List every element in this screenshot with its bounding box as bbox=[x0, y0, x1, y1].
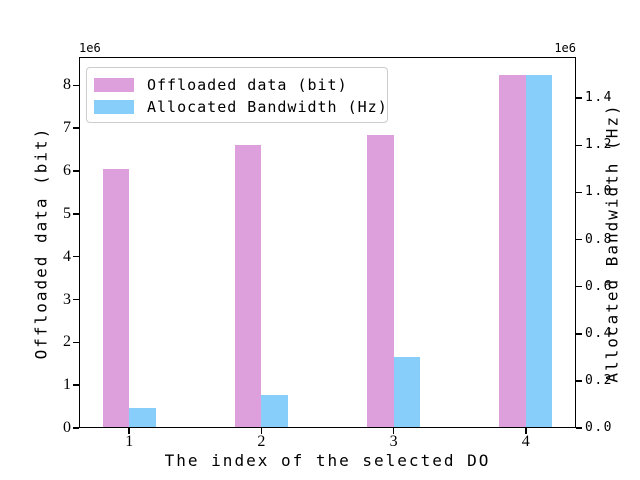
right-tick-mark bbox=[576, 144, 582, 147]
left-tick-label: 7 bbox=[63, 119, 71, 137]
left-tick-mark bbox=[73, 170, 79, 172]
right-tick-mark bbox=[576, 427, 582, 429]
legend-swatch-offloaded-data bbox=[94, 78, 134, 92]
x-tick-label: 2 bbox=[257, 433, 266, 450]
left-tick-mark bbox=[73, 213, 79, 215]
right-tick-label: 1.2 bbox=[585, 137, 613, 153]
bar-offloaded-data-4 bbox=[499, 74, 526, 428]
right-tick-label: 0.0 bbox=[585, 420, 613, 435]
right-axis-offset-text: 1e6 bbox=[554, 41, 576, 55]
bar-allocated-bandwidth-1 bbox=[129, 408, 156, 428]
legend-swatch-allocated-bandwidth bbox=[94, 100, 134, 114]
plot-area bbox=[79, 57, 576, 428]
left-tick-mark bbox=[73, 127, 79, 129]
bar-offloaded-data-3 bbox=[367, 134, 394, 428]
x-axis-label: The index of the selected DO bbox=[164, 451, 491, 470]
left-tick-label: 5 bbox=[63, 204, 71, 222]
left-tick-mark bbox=[73, 298, 79, 301]
right-tick-mark bbox=[576, 238, 582, 241]
x-tick-label: 4 bbox=[521, 433, 530, 450]
right-tick-label: 0.8 bbox=[585, 231, 613, 247]
bar-allocated-bandwidth-3 bbox=[393, 357, 420, 428]
bar-allocated-bandwidth-4 bbox=[525, 74, 553, 428]
right-tick-label: 1.4 bbox=[585, 90, 613, 106]
left-tick-label: 2 bbox=[63, 333, 71, 351]
right-tick-label: 0.2 bbox=[585, 372, 613, 388]
right-y-axis-label: Allocated Bandwidth (Hz) bbox=[602, 103, 622, 383]
bar-offloaded-data-2 bbox=[235, 145, 262, 428]
left-tick-mark bbox=[73, 427, 79, 429]
left-tick-mark bbox=[73, 384, 79, 386]
left-tick-label: 3 bbox=[63, 290, 71, 308]
left-tick-label: 1 bbox=[63, 376, 71, 394]
right-tick-mark bbox=[576, 191, 582, 194]
x-tick-mark bbox=[525, 428, 527, 434]
left-tick-label: 6 bbox=[63, 162, 71, 180]
x-tick-mark bbox=[260, 428, 263, 434]
x-tick-mark bbox=[128, 428, 130, 434]
right-tick-label: 0.4 bbox=[585, 325, 613, 341]
x-tick-label: 3 bbox=[389, 433, 398, 450]
left-tick-label: 0 bbox=[63, 419, 71, 436]
right-tick-mark bbox=[576, 380, 582, 382]
legend-label: Allocated Bandwidth (Hz) bbox=[147, 98, 388, 116]
left-y-axis-label: Offloaded data (bit) bbox=[31, 126, 51, 360]
x-tick-mark bbox=[392, 428, 395, 434]
left-tick-mark bbox=[73, 341, 79, 344]
legend-label: Offloaded data (bit) bbox=[147, 76, 348, 94]
left-tick-mark bbox=[73, 84, 79, 87]
right-tick-mark bbox=[576, 285, 582, 288]
left-axis-offset-text: 1e6 bbox=[79, 41, 101, 55]
left-tick-label: 4 bbox=[63, 247, 71, 265]
right-tick-label: 0.6 bbox=[585, 278, 613, 294]
legend-entry: Allocated Bandwidth (Hz) bbox=[87, 96, 387, 118]
left-tick-mark bbox=[73, 255, 79, 258]
right-tick-mark bbox=[576, 333, 582, 335]
bar-allocated-bandwidth-2 bbox=[261, 395, 288, 428]
bar-offloaded-data-1 bbox=[102, 168, 130, 428]
left-tick-label: 8 bbox=[63, 76, 71, 94]
x-tick-label: 1 bbox=[125, 433, 134, 450]
right-tick-label: 1.0 bbox=[585, 184, 613, 200]
legend-entry: Offloaded data (bit) bbox=[87, 74, 387, 96]
right-tick-mark bbox=[576, 97, 582, 99]
legend: Offloaded data (bit) Allocated Bandwidth… bbox=[86, 67, 388, 123]
